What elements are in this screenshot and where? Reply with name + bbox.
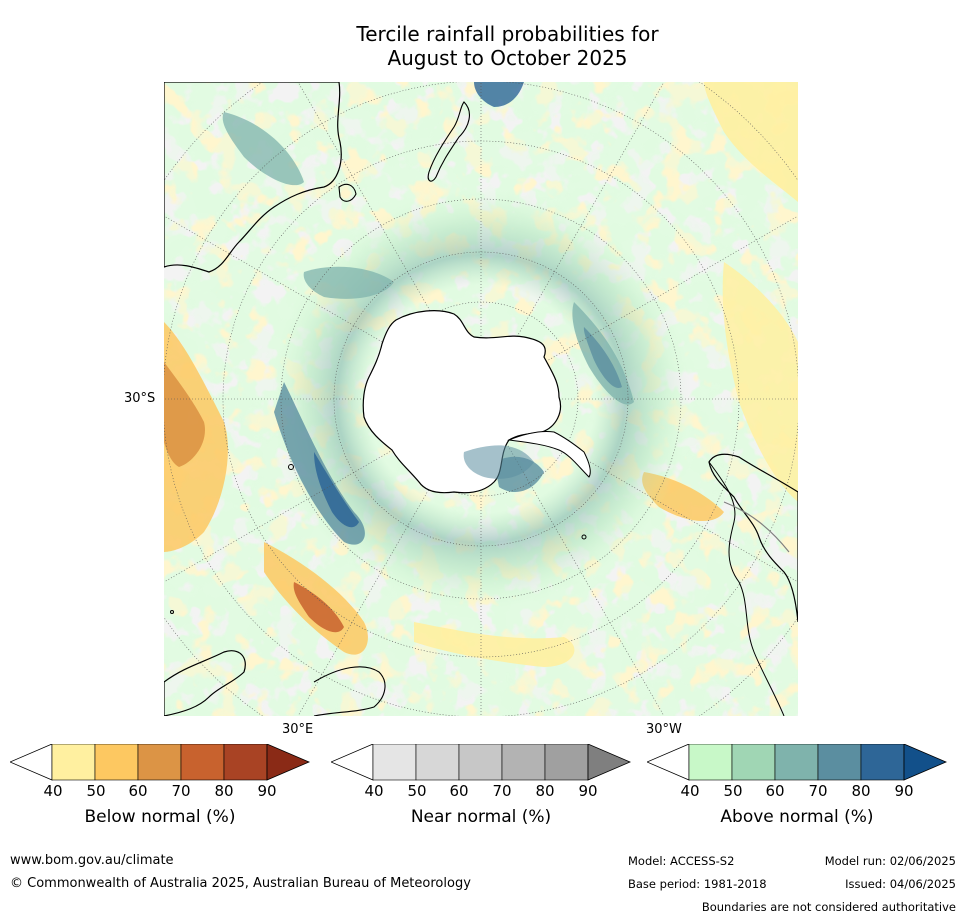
southamerica-coast: [708, 453, 798, 623]
map-canvas: [164, 82, 798, 716]
below-tick-90: 90: [257, 782, 277, 800]
below-normal-label: Below normal (%): [84, 807, 236, 827]
above-zone-australia: [222, 112, 304, 186]
tasmania-coast: [338, 183, 357, 202]
colorbar-above-swatches: [645, 743, 948, 781]
near-swatch-1: [415, 743, 460, 781]
above-tick-80: 80: [851, 782, 871, 800]
africa-coast: [164, 650, 246, 716]
above-tick-40: 40: [680, 782, 700, 800]
near-tick-90: 90: [578, 782, 598, 800]
above-tick-50: 50: [723, 782, 743, 800]
below-tick-70: 70: [171, 782, 191, 800]
madagascar-africa-coast: [313, 666, 386, 716]
near-tick-50: 50: [407, 782, 427, 800]
near-tick-80: 80: [535, 782, 555, 800]
polar-map: [164, 82, 798, 716]
issued-text: Issued: 04/06/2025: [845, 877, 956, 891]
below-tick-80: 80: [214, 782, 234, 800]
below-swatch-4: [223, 743, 268, 781]
title-line-2: August to October 2025: [387, 46, 628, 70]
newzealand-coast: [427, 101, 470, 182]
australia-coast: [164, 82, 342, 273]
near-swatch-3: [501, 743, 546, 781]
near-tick-70: 70: [492, 782, 512, 800]
lon-label-30w: 30°W: [646, 722, 682, 737]
near-swatch-0: [372, 743, 417, 781]
below-tick-50: 50: [86, 782, 106, 800]
near-tick-60: 60: [449, 782, 469, 800]
model-run-text: Model run: 02/06/2025: [824, 854, 956, 868]
model-text: Model: ACCESS-S2: [628, 854, 735, 868]
below-tick-40: 40: [43, 782, 63, 800]
below-zone-northeast: [704, 82, 798, 202]
base-period-text: Base period: 1981-2018: [628, 877, 767, 891]
above-swatch-0: [688, 743, 733, 781]
above-zone-pacific-core: [583, 327, 622, 388]
above-swatch-1: [731, 743, 776, 781]
near-swatch-4: [544, 743, 589, 781]
island-small: [170, 610, 174, 614]
above-zone-southindian-core: [314, 452, 359, 528]
below-swatch-3: [180, 743, 225, 781]
disclaimer-text: Boundaries are not considered authoritat…: [701, 900, 956, 914]
graticule: [164, 82, 798, 716]
below-swatch-1: [94, 743, 139, 781]
above-zone-newzealand: [474, 82, 524, 107]
below-tick-60: 60: [128, 782, 148, 800]
above-swatch-3: [817, 743, 862, 781]
lat-label-30s: 30°S: [124, 391, 156, 406]
near-normal-label: Near normal (%): [410, 807, 552, 827]
below-swatch-2: [137, 743, 182, 781]
above-swatch-2: [774, 743, 819, 781]
near-tick-40: 40: [364, 782, 384, 800]
weddell-anomaly: [463, 445, 534, 479]
above-tick-90: 90: [894, 782, 914, 800]
colorbar-above: 40 50 60 70 80 90 Above normal (%): [645, 743, 948, 827]
copyright-text: © Commonwealth of Australia 2025, Austra…: [10, 876, 471, 891]
above-tick-70: 70: [808, 782, 828, 800]
colorbar-below: 40 50 60 70 80 90 Below normal (%): [8, 743, 311, 827]
chart-title: Tercile rainfall probabilities for Augus…: [0, 22, 965, 70]
above-normal-label: Above normal (%): [720, 807, 874, 827]
colorbar-below-swatches: [8, 743, 311, 781]
website-link[interactable]: www.bom.gov.au/climate: [10, 853, 174, 868]
above-swatch-4: [860, 743, 905, 781]
country-boundary: [723, 501, 790, 553]
antarctic-peninsula: [507, 431, 591, 478]
title-line-1: Tercile rainfall probabilities for: [356, 22, 659, 46]
colorbar-near: 40 50 60 70 80 90 Near normal (%): [329, 743, 632, 827]
colorbar-near-swatches: [329, 743, 632, 781]
island-south-georgia: [581, 534, 587, 540]
above-zone-southeast-australia: [303, 266, 394, 299]
lon-label-30e: 30°E: [282, 722, 314, 737]
southamerica-coast-east: [708, 461, 785, 716]
below-swatch-0: [51, 743, 96, 781]
above-tick-60: 60: [765, 782, 785, 800]
island-kerguelen: [288, 464, 294, 470]
near-swatch-2: [458, 743, 503, 781]
